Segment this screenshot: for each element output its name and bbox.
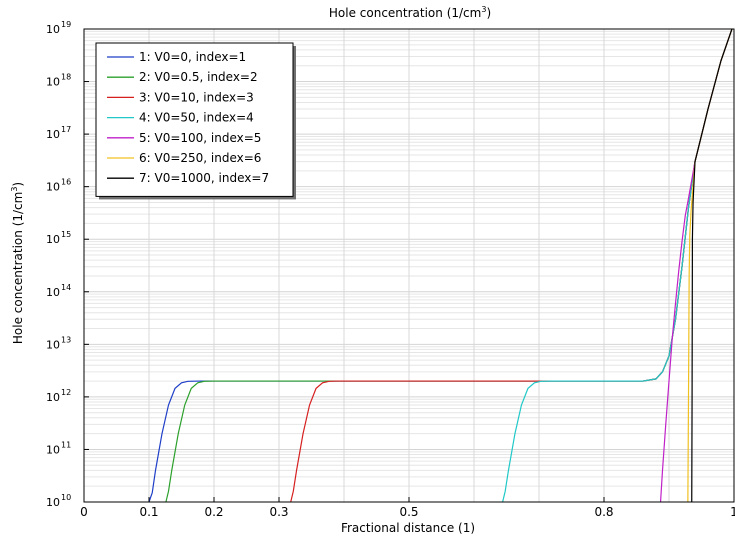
y-tick-exponent: 14 <box>61 283 71 292</box>
y-tick-label: 10 <box>46 338 60 351</box>
series-layer <box>148 29 733 502</box>
x-tick-label: 0.2 <box>204 505 223 519</box>
y-tick-exponent: 10 <box>61 493 71 502</box>
x-tick-label: 1 <box>730 505 735 519</box>
x-tick-label: 0 <box>80 505 88 519</box>
x-tick-label: 0.1 <box>139 505 158 519</box>
legend-label: 7: V0=1000, index=7 <box>139 171 269 185</box>
y-tick-label: 10 <box>46 496 60 509</box>
y-tick-label: 10 <box>46 23 60 36</box>
y-tick-label: 10 <box>46 286 60 299</box>
y-tick-exponent: 12 <box>61 388 71 397</box>
y-tick-label: 10 <box>46 443 60 456</box>
x-tick-label: 0.3 <box>269 505 288 519</box>
legend-box <box>95 42 294 197</box>
legend-label: 5: V0=100, index=5 <box>139 131 261 145</box>
chart-title: Hole concentration (1/cm3) <box>329 5 491 20</box>
y-tick-exponent: 19 <box>61 20 71 29</box>
series-line-6 <box>687 29 733 502</box>
y-tick-exponent: 11 <box>61 440 71 449</box>
x-tick-label: 0.5 <box>399 505 418 519</box>
y-tick-label: 10 <box>46 391 60 404</box>
y-tick-label: 10 <box>46 128 60 141</box>
y-tick-label: 10 <box>46 181 60 194</box>
y-tick-exponent: 16 <box>61 178 71 187</box>
x-axis-label: Fractional distance (1) <box>341 521 475 535</box>
series-line-4 <box>502 29 733 502</box>
series-line-3 <box>290 29 733 502</box>
y-tick-exponent: 18 <box>61 73 71 82</box>
y-tick-label: 10 <box>46 233 60 246</box>
legend-label: 2: V0=0.5, index=2 <box>139 70 258 84</box>
legend-label: 3: V0=10, index=3 <box>139 90 254 104</box>
x-tick-label: 0.8 <box>594 505 613 519</box>
legend: 1: V0=0, index=1 2: V0=0.5, index=2 3: V0=… <box>95 42 296 200</box>
y-tick-exponent: 13 <box>61 335 71 344</box>
legend-label: 6: V0=250, index=6 <box>139 151 261 165</box>
y-tick-exponent: 15 <box>61 230 71 239</box>
series-line-7 <box>691 29 733 502</box>
legend-label: 1: V0=0, index=1 <box>139 50 246 64</box>
y-tick-label: 10 <box>46 76 60 89</box>
series-line-5 <box>659 29 733 502</box>
y-tick-exponent: 17 <box>61 125 71 134</box>
y-axis-label: Hole concentration (1/cm3) <box>10 182 25 344</box>
legend-label: 4: V0=50, index=4 <box>139 111 254 125</box>
